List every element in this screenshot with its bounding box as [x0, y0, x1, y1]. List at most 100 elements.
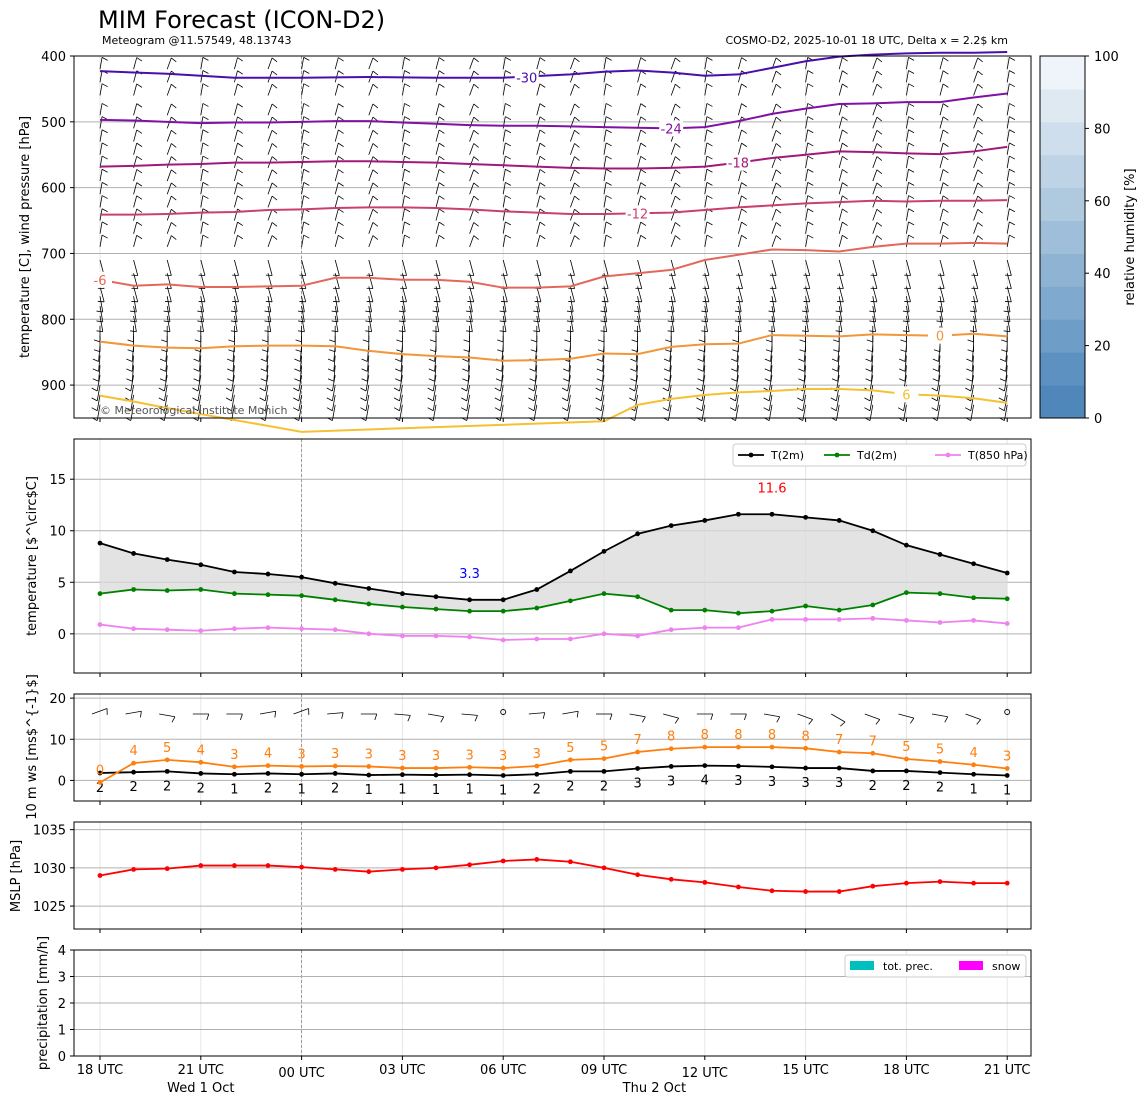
data-point: [467, 597, 472, 603]
wind-barb: [402, 168, 411, 182]
data-point: [702, 607, 708, 613]
wind-barb: [267, 143, 278, 155]
wind-barb: [427, 385, 437, 402]
wind-barb: [1006, 116, 1016, 129]
wind-barb: [973, 103, 983, 116]
wind-barb: [126, 345, 134, 362]
wind-barb: [937, 273, 945, 290]
calm-marker: [500, 709, 507, 715]
data-point: [870, 615, 876, 621]
wind-barb: [536, 57, 546, 70]
wind-barb: [166, 235, 177, 248]
wind-barb: [427, 394, 437, 412]
wind-barb: [301, 221, 310, 234]
wind-value-label: 3: [768, 775, 776, 790]
p5-legend: tot. prec. snow: [844, 954, 1027, 978]
data-point: [467, 862, 472, 868]
wind-barb: [939, 155, 949, 168]
y-tick-label: 600: [41, 182, 66, 197]
wind-barb: [133, 103, 143, 116]
wind-barb: [435, 103, 445, 116]
wind-barb: [361, 365, 370, 382]
colorbar-segment: [1040, 187, 1085, 222]
y-tick-label: 2: [58, 997, 66, 1012]
wind-barb: [402, 56, 411, 70]
wind-barb: [670, 195, 681, 208]
wind-barb: [469, 129, 479, 142]
wind-barb: [864, 394, 874, 412]
wind-barb: [234, 221, 244, 234]
wind-barb: [99, 182, 108, 195]
wind-barb: [670, 156, 681, 169]
wind-barb: [536, 182, 546, 195]
wind-barb: [805, 208, 814, 221]
wind-barb: [696, 375, 706, 392]
data-point: [366, 869, 372, 875]
wind-barb: [769, 259, 777, 276]
wind-barb: [939, 116, 949, 129]
wind-barb: [973, 182, 983, 195]
x-tick-label: 18 UTC: [77, 1063, 123, 1078]
wind-barb: [704, 56, 713, 70]
data-point: [568, 598, 573, 604]
wind-barb: [435, 195, 445, 208]
wind-barb: [298, 296, 305, 313]
wind-barb: [166, 57, 177, 70]
data-point: [164, 757, 170, 763]
wind-barb: [366, 273, 374, 290]
p1-wind-barbs: [91, 56, 1016, 421]
wind-barb: [662, 375, 672, 392]
wind-value-label: 8: [734, 728, 742, 743]
wind-barb: [838, 221, 848, 234]
wind-barb: [368, 129, 379, 142]
wind-barb: [570, 83, 580, 96]
wind-barb: [869, 306, 876, 323]
colorbar-segment: [1040, 121, 1085, 156]
wind-barb: [234, 129, 244, 142]
wind-barb: [495, 355, 504, 372]
wind-barb: [805, 129, 814, 142]
data-point: [769, 764, 775, 770]
data-point: [736, 763, 741, 769]
wind-barb: [393, 375, 403, 392]
surface-wind-barb: [528, 712, 546, 719]
wind-barb: [166, 208, 177, 221]
wind-value-label: 4: [197, 743, 205, 758]
x-tick-label: 21 UTC: [984, 1063, 1030, 1078]
data-point: [836, 616, 842, 622]
data-point: [164, 768, 170, 774]
data-point: [467, 764, 472, 770]
data-point: [870, 602, 876, 608]
wind-value-label: 3: [801, 776, 809, 791]
wind-barb: [600, 306, 608, 323]
wind-barb: [301, 195, 310, 208]
wind-barb: [259, 375, 269, 392]
wind-barb: [267, 182, 278, 195]
wind-value-label: 7: [835, 733, 843, 748]
wind-barb: [637, 234, 647, 247]
wind-barb: [603, 195, 612, 208]
wind-barb: [469, 57, 479, 70]
wind-barb: [1003, 296, 1011, 313]
data-point: [568, 568, 573, 574]
data-point: [299, 593, 304, 599]
wind-barb: [965, 375, 974, 392]
wind-barb: [461, 385, 470, 402]
isotherm-label: -30: [516, 72, 537, 87]
wind-barb: [402, 208, 411, 221]
wind-barb: [561, 394, 571, 412]
wind-barb: [803, 259, 811, 276]
p4-y-label: MSLP [hPa]: [9, 840, 24, 912]
wind-barb: [831, 345, 840, 362]
wind-barb: [193, 365, 202, 382]
wind-barb: [637, 57, 647, 70]
wind-barb: [970, 306, 977, 323]
wind-barb: [906, 116, 915, 129]
wind-barb: [301, 56, 310, 70]
isotherm-label-bg: [894, 386, 919, 403]
data-point: [736, 511, 741, 517]
time-axis: 18 UTC 21 UTC 00 UTC 03 UTC 06 UTC 09 UTC 12 U…: [77, 418, 1030, 1096]
y-tick-label: 1: [58, 1024, 66, 1039]
wind-barb: [803, 273, 811, 290]
data-point: [1004, 621, 1010, 626]
